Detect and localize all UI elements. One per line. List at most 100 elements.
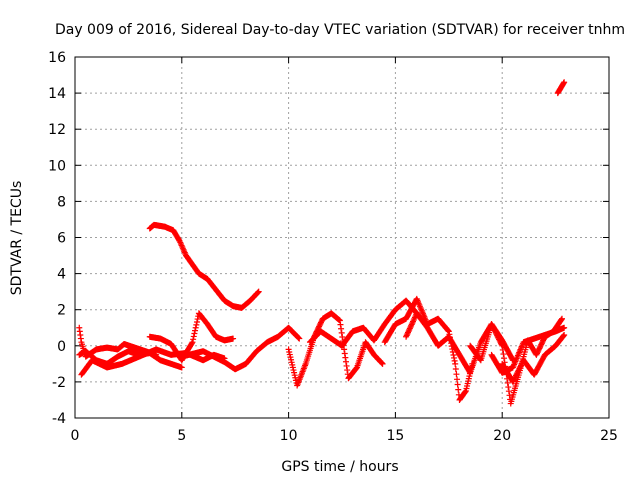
data-point xyxy=(192,324,199,331)
data-point xyxy=(295,334,302,341)
grid xyxy=(75,57,609,418)
data-point xyxy=(343,362,350,369)
data-point xyxy=(194,316,201,323)
y-tick-label: 6 xyxy=(57,231,66,247)
data-point xyxy=(230,335,237,342)
data-point xyxy=(403,332,410,339)
data-point xyxy=(409,318,416,325)
data-point xyxy=(499,342,506,349)
y-tick-label: -2 xyxy=(52,375,66,391)
data-point xyxy=(408,322,415,329)
data-point xyxy=(408,321,415,328)
data-point xyxy=(188,340,195,347)
series-track-d xyxy=(146,221,262,311)
x-tick-label: 25 xyxy=(600,428,618,444)
data-point xyxy=(499,346,506,353)
data-point xyxy=(192,327,199,334)
data-point xyxy=(341,350,348,357)
data-points xyxy=(76,79,568,407)
data-point xyxy=(406,325,413,332)
data-point xyxy=(561,324,568,331)
y-tick-label: 4 xyxy=(57,267,66,283)
data-point xyxy=(561,79,568,86)
data-point xyxy=(254,289,261,296)
data-point xyxy=(338,325,345,332)
data-point xyxy=(341,346,348,353)
data-point xyxy=(338,329,345,336)
data-point xyxy=(191,330,198,337)
data-point xyxy=(404,329,411,336)
data-point xyxy=(178,364,185,371)
x-tick-label: 15 xyxy=(386,428,404,444)
series-track-m xyxy=(499,331,568,385)
data-point xyxy=(190,336,197,343)
data-point xyxy=(339,334,346,341)
data-point xyxy=(193,321,200,328)
data-point xyxy=(454,381,461,388)
y-tick-label: 16 xyxy=(48,50,66,66)
data-point xyxy=(453,371,460,378)
x-tick-label: 0 xyxy=(71,428,80,444)
data-point xyxy=(501,355,508,362)
data-point xyxy=(342,358,349,365)
data-point xyxy=(498,341,505,348)
y-tick-label: 12 xyxy=(48,122,66,138)
data-point xyxy=(561,331,568,338)
data-point xyxy=(404,331,411,338)
x-tick-label: 5 xyxy=(177,428,186,444)
y-tick-label: 2 xyxy=(57,303,66,319)
y-axis-label: SDTVAR / TECUs xyxy=(9,181,25,296)
data-point xyxy=(445,327,452,334)
data-point xyxy=(337,321,344,328)
data-point xyxy=(336,317,343,324)
data-point xyxy=(344,367,351,374)
data-point xyxy=(452,366,459,373)
data-point xyxy=(452,360,459,367)
data-point xyxy=(153,351,160,358)
data-point xyxy=(409,319,416,326)
y-tick-label: 0 xyxy=(57,339,66,355)
data-point xyxy=(255,289,262,296)
data-point xyxy=(410,317,417,324)
data-point xyxy=(379,360,386,367)
data-point xyxy=(189,339,196,346)
data-point xyxy=(505,388,512,395)
data-point xyxy=(378,359,385,366)
x-tick-label: 20 xyxy=(493,428,511,444)
data-point xyxy=(559,315,566,322)
axis-ticks: 0 5 10 15 20 25 -4 -2 0 2 4 6 8 10 12 14 16 xyxy=(48,50,618,444)
data-point xyxy=(255,288,262,295)
data-point xyxy=(407,324,414,331)
series-track-l xyxy=(488,324,568,376)
y-tick-label: 8 xyxy=(57,194,66,210)
chart-title: Day 009 of 2016, Sidereal Day-to-day VTE… xyxy=(55,22,625,38)
series-track-f xyxy=(178,324,303,373)
data-point xyxy=(190,333,197,340)
series-track-g xyxy=(285,310,386,389)
data-point xyxy=(193,318,200,325)
data-point xyxy=(560,332,567,339)
data-point xyxy=(477,356,484,363)
data-point xyxy=(295,334,302,341)
x-tick-label: 10 xyxy=(280,428,298,444)
data-point xyxy=(455,386,462,393)
data-point xyxy=(505,384,512,391)
y-tick-label: 10 xyxy=(48,158,66,174)
data-point xyxy=(454,376,461,383)
data-point xyxy=(378,360,385,367)
plot-frame xyxy=(74,56,610,419)
data-point xyxy=(500,351,507,358)
x-axis-label: GPS time / hours xyxy=(281,459,398,475)
data-point xyxy=(405,328,412,335)
data-point xyxy=(342,354,349,361)
data-point xyxy=(558,316,565,323)
data-point xyxy=(504,379,511,386)
data-point xyxy=(411,315,418,322)
y-tick-label: -4 xyxy=(52,411,66,427)
series-track-h xyxy=(306,297,420,349)
data-point xyxy=(296,335,303,342)
data-point xyxy=(411,314,418,321)
data-point xyxy=(403,333,410,340)
data-point xyxy=(406,326,413,333)
